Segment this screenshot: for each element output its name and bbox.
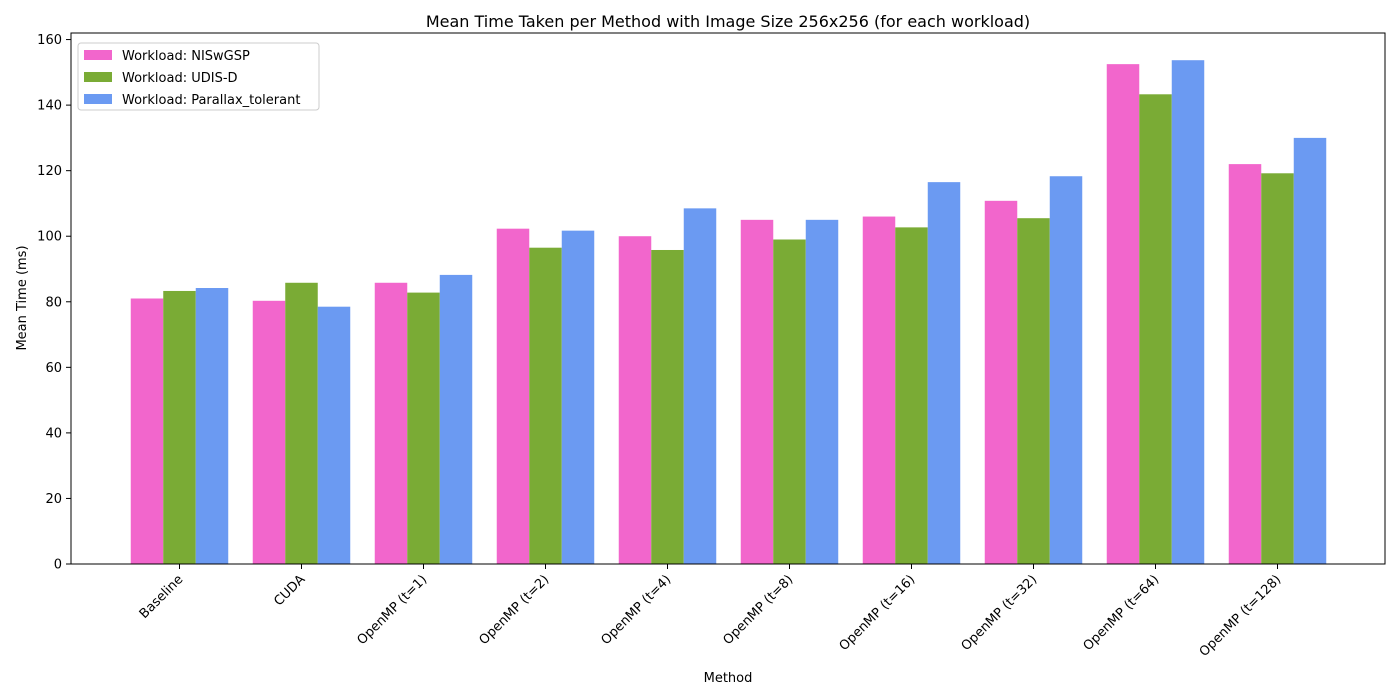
bar bbox=[252, 300, 286, 564]
bar bbox=[805, 219, 839, 565]
bar bbox=[773, 239, 806, 564]
bar bbox=[1139, 94, 1172, 565]
x-tick-label: CUDA bbox=[271, 572, 308, 609]
y-tick-label: 160 bbox=[37, 33, 62, 48]
bar bbox=[374, 282, 408, 564]
x-axis: Baseline CUDA OpenMP (t=1) OpenMP (t=2) Open… bbox=[137, 564, 1285, 660]
bar bbox=[618, 236, 652, 564]
bar bbox=[862, 216, 896, 565]
x-tick-label: Baseline bbox=[137, 572, 187, 622]
x-tick-label: OpenMP (t=128) bbox=[1197, 572, 1285, 660]
legend-swatch bbox=[84, 72, 112, 82]
legend-label: Workload: Parallax_tolerant bbox=[122, 93, 300, 108]
bar bbox=[651, 249, 684, 564]
x-tick-label: OpenMP (t=4) bbox=[598, 572, 674, 648]
x-tick-label: OpenMP (t=64) bbox=[1081, 572, 1163, 654]
bar bbox=[529, 247, 562, 564]
x-tick-label: OpenMP (t=2) bbox=[476, 572, 552, 648]
bar bbox=[317, 306, 351, 564]
bar bbox=[1017, 218, 1050, 564]
bar bbox=[1293, 137, 1327, 564]
y-tick-label: 20 bbox=[45, 492, 62, 507]
y-axis: 0 20 40 60 80 100 120 140 160 bbox=[37, 33, 71, 573]
x-tick-label: OpenMP (t=1) bbox=[354, 572, 430, 648]
bar bbox=[683, 208, 717, 564]
legend-frame bbox=[77, 42, 320, 111]
bar bbox=[285, 282, 318, 564]
bar bbox=[496, 228, 530, 564]
y-tick-label: 120 bbox=[37, 164, 62, 179]
bar bbox=[984, 200, 1018, 565]
legend-label: Workload: NISwGSP bbox=[122, 49, 250, 64]
bar bbox=[1171, 60, 1205, 564]
bar bbox=[927, 182, 961, 564]
y-axis-label: Mean Time (ms) bbox=[15, 245, 30, 350]
bar bbox=[130, 298, 164, 564]
x-tick-label: OpenMP (t=32) bbox=[959, 572, 1041, 654]
x-axis-label: Method bbox=[704, 671, 753, 686]
bar bbox=[1106, 64, 1140, 564]
legend-swatch bbox=[84, 50, 112, 60]
bar bbox=[163, 290, 196, 564]
bar bbox=[740, 219, 774, 565]
y-tick-label: 40 bbox=[45, 426, 62, 441]
bars bbox=[130, 60, 1327, 565]
chart-title: Mean Time Taken per Method with Image Si… bbox=[426, 12, 1030, 31]
bar bbox=[895, 227, 928, 564]
y-tick-label: 60 bbox=[45, 361, 62, 376]
legend: Workload: NISwGSP Workload: UDIS-D Workloa… bbox=[77, 42, 320, 111]
legend-swatch bbox=[84, 94, 112, 104]
bar bbox=[561, 230, 595, 564]
bar bbox=[1261, 173, 1294, 565]
plot-frame bbox=[70, 32, 1386, 565]
bar bbox=[1049, 176, 1083, 564]
y-tick-label: 0 bbox=[54, 558, 62, 573]
y-tick-label: 100 bbox=[37, 230, 62, 245]
y-tick-label: 80 bbox=[45, 295, 62, 310]
legend-label: Workload: UDIS-D bbox=[122, 71, 238, 86]
bar bbox=[407, 292, 440, 564]
bar bbox=[439, 274, 473, 564]
bar bbox=[195, 288, 229, 564]
y-tick-label: 140 bbox=[37, 99, 62, 114]
bar bbox=[1228, 164, 1262, 564]
x-tick-label: OpenMP (t=16) bbox=[837, 572, 919, 654]
x-tick-label: OpenMP (t=8) bbox=[720, 572, 796, 648]
